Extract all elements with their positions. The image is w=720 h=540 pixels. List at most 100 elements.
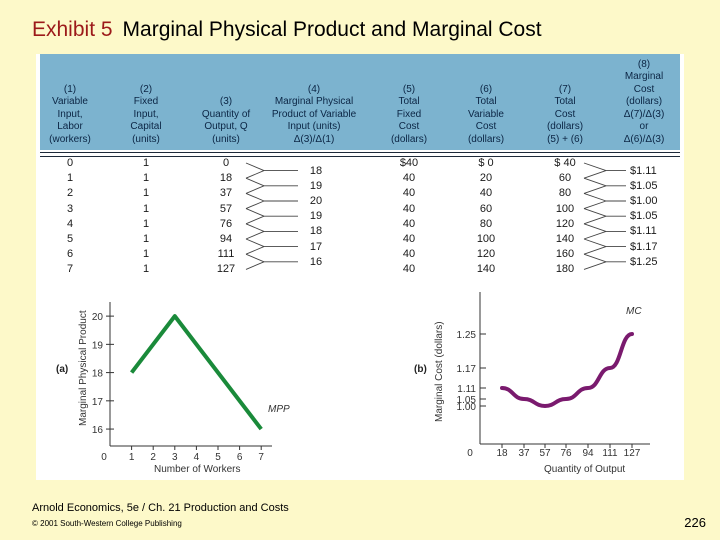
x-tick-label: 18 [496,448,508,459]
mc-bracket-line [583,162,607,172]
table-rule [40,152,680,153]
column-header-line: Fixed [133,96,159,107]
table-cell-mc: $1.05 [630,210,658,223]
table-cell-capital: 1 [142,233,150,245]
table-cell-mpp: 18 [309,164,323,177]
mc-bracket-line [583,238,607,248]
table-cell-labor: 6 [66,248,74,261]
x-tick-label: 0 [101,452,107,463]
column-header-line: Marginal [624,71,664,82]
table-cell-capital: 1 [142,263,150,276]
column-header-line: Cost [554,108,576,120]
table-cell-tvc: 80 [479,217,493,230]
table-cell-tvc: 20 [479,172,493,185]
table-cell-capital: 1 [142,248,150,261]
x-tick-label: 7 [258,452,264,463]
table-cell-mpp: 18 [309,225,323,238]
table-cell-tc: 100 [555,202,575,215]
mc-bracket-line [583,185,607,194]
table-cell-capital: 1 [142,172,150,185]
y-tick-label: 16 [92,425,104,436]
table-cell-tvc: $ 0 [478,157,494,169]
table-cell-mpp: 20 [309,195,323,207]
mc-bracket-line [583,177,607,187]
table-cell-tc: 60 [558,172,572,185]
x-tick-label: 37 [518,448,530,459]
x-tick-label: 94 [582,448,594,459]
y-tick-label: 1.00 [457,402,477,413]
column-header-line: (1) [63,83,77,95]
mc-chart: 0 18 37 57 76 94 111 127 1.001.051.11 1.17 1.25 Qua… [414,292,650,475]
table-cell-capital: 1 [142,187,150,200]
table-cell-q: 76 [219,217,233,230]
y-tick-label: 1.05 [457,395,477,406]
column-header-6: (6) Total Variable Cost (dollars) [431,58,541,146]
y-tick-label: 18 [92,369,104,380]
mpp-bracket-line [245,261,265,270]
column-header-line: Δ(7)/Δ(3) [623,108,665,120]
table-cell-tvc: 100 [476,233,496,245]
column-header-line: (workers) [49,133,91,145]
column-header-line: (5) [402,83,416,95]
column-header-line: (6) [479,83,493,95]
table-cell-capital: 1 [142,202,150,215]
mpp-bracket-line [245,208,265,217]
mc-curve [500,332,634,409]
table-cell-tc: 160 [555,248,575,261]
x-tick-label: 57 [539,448,551,459]
column-header-line: Input (units) [287,121,341,132]
x-tick-label: 1 [129,452,135,463]
mpp-bracket-line [245,177,265,187]
table-cell-mc: $1.11 [630,164,657,177]
table-cell-capital: 1 [142,157,150,169]
slide-title: Exhibit 5 Marginal Physical Product and M… [32,18,542,42]
table-cell-q: 94 [219,233,233,245]
y-tick-label: 1.17 [457,364,477,375]
table-cell-tfc: 40 [402,217,416,230]
column-header-3: (3) Quantity of Output, Q (units) [171,58,281,146]
mpp-bracket-line [245,200,265,210]
column-header-line: (2) [139,83,153,95]
x-tick-label: 127 [624,448,641,459]
table-header: (1) Variable Input, Labor (workers) (2) Fixed I… [40,54,680,150]
table-cell-mc: $1.11 [630,225,657,238]
table-cell-tc: $ 40 [554,157,576,169]
column-header-line: Total [398,96,420,107]
table-cell-tc: 120 [555,217,575,230]
column-header-line: (dollars) [467,133,505,145]
column-header-line: Cost [398,121,420,132]
mc-bracket-line [583,215,607,225]
column-header-line: Capital [130,121,162,132]
mpp-bracket-line [245,185,265,194]
series-label: MPP [268,404,290,415]
column-header-line: (8) [637,58,651,70]
column-header-8: (8) Marginal Cost (dollars) Δ(7)/Δ(3) or Δ(6)/… [589,58,684,146]
table-cell-tfc: 40 [402,263,416,276]
table-cell-mpp: 19 [309,179,323,192]
x-tick-label: 76 [560,448,572,459]
table-cell-tvc: 40 [479,187,493,200]
copyright-note: © 2001 South-Western College Publishing [32,519,182,528]
table-cell-tfc: 40 [402,187,416,200]
x-tick-label: 6 [237,452,243,463]
panel-label: (a) [56,364,68,375]
x-axis-label: Number of Workers [154,464,241,475]
column-header-line: Input, [133,108,159,120]
column-header-line: (units) [132,133,160,145]
table-cell-mpp: 19 [309,210,323,223]
y-tick-label: 19 [92,340,104,351]
y-tick-label: 20 [92,312,104,323]
mpp-bracket-line [245,246,265,255]
table-cell-tvc: 120 [476,248,496,261]
series-label: MC [626,306,642,317]
y-tick-label: 1.25 [457,330,477,341]
x-tick-label: 111 [602,448,618,459]
column-header-line: Δ(6)/Δ(3) [623,133,665,145]
y-axis-label: Marginal Physical Product [78,310,89,426]
table-cell-q: 18 [219,172,233,185]
column-header-7: (7) Total Cost (dollars) (5) + (6) [510,58,620,146]
table-cell-mpp: 16 [309,255,323,268]
column-header-line: (4) [307,83,321,95]
table-cell-tc: 140 [555,233,575,245]
mpp-bracket-line [245,170,265,179]
